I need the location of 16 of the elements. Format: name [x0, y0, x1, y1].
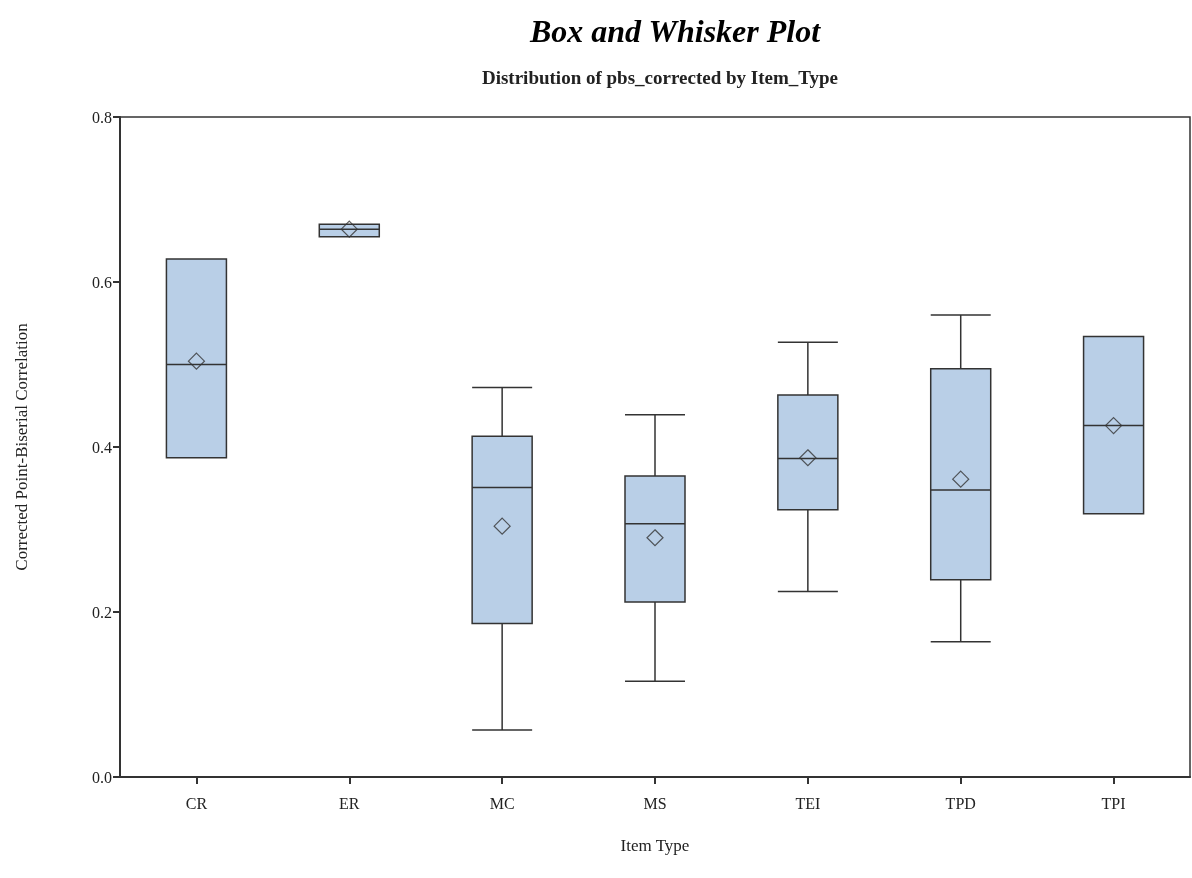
x-tick-label: CR — [185, 794, 208, 812]
x-tick-label: TPD — [945, 794, 976, 812]
x-tick-label: MS — [643, 794, 667, 812]
y-tick-label: 0.0 — [92, 768, 112, 786]
y-tick-label: 0.4 — [92, 438, 112, 456]
x-tick-label: MC — [489, 794, 515, 812]
y-tick-label: 0.2 — [92, 603, 112, 621]
y-tick-label: 0.8 — [92, 108, 112, 126]
chart-title: Box and Whisker Plot — [528, 13, 822, 49]
x-tick-label: ER — [339, 794, 360, 812]
x-axis-title: Item Type — [620, 836, 690, 855]
x-tick-label: TPI — [1101, 794, 1126, 812]
chart-subtitle: Distribution of pbs_corrected by Item_Type — [481, 67, 839, 88]
y-axis-title: Corrected Point-Biserial Correlation — [12, 322, 31, 571]
x-tick-label: TEI — [795, 794, 821, 812]
y-tick-label: 0.6 — [92, 273, 112, 291]
